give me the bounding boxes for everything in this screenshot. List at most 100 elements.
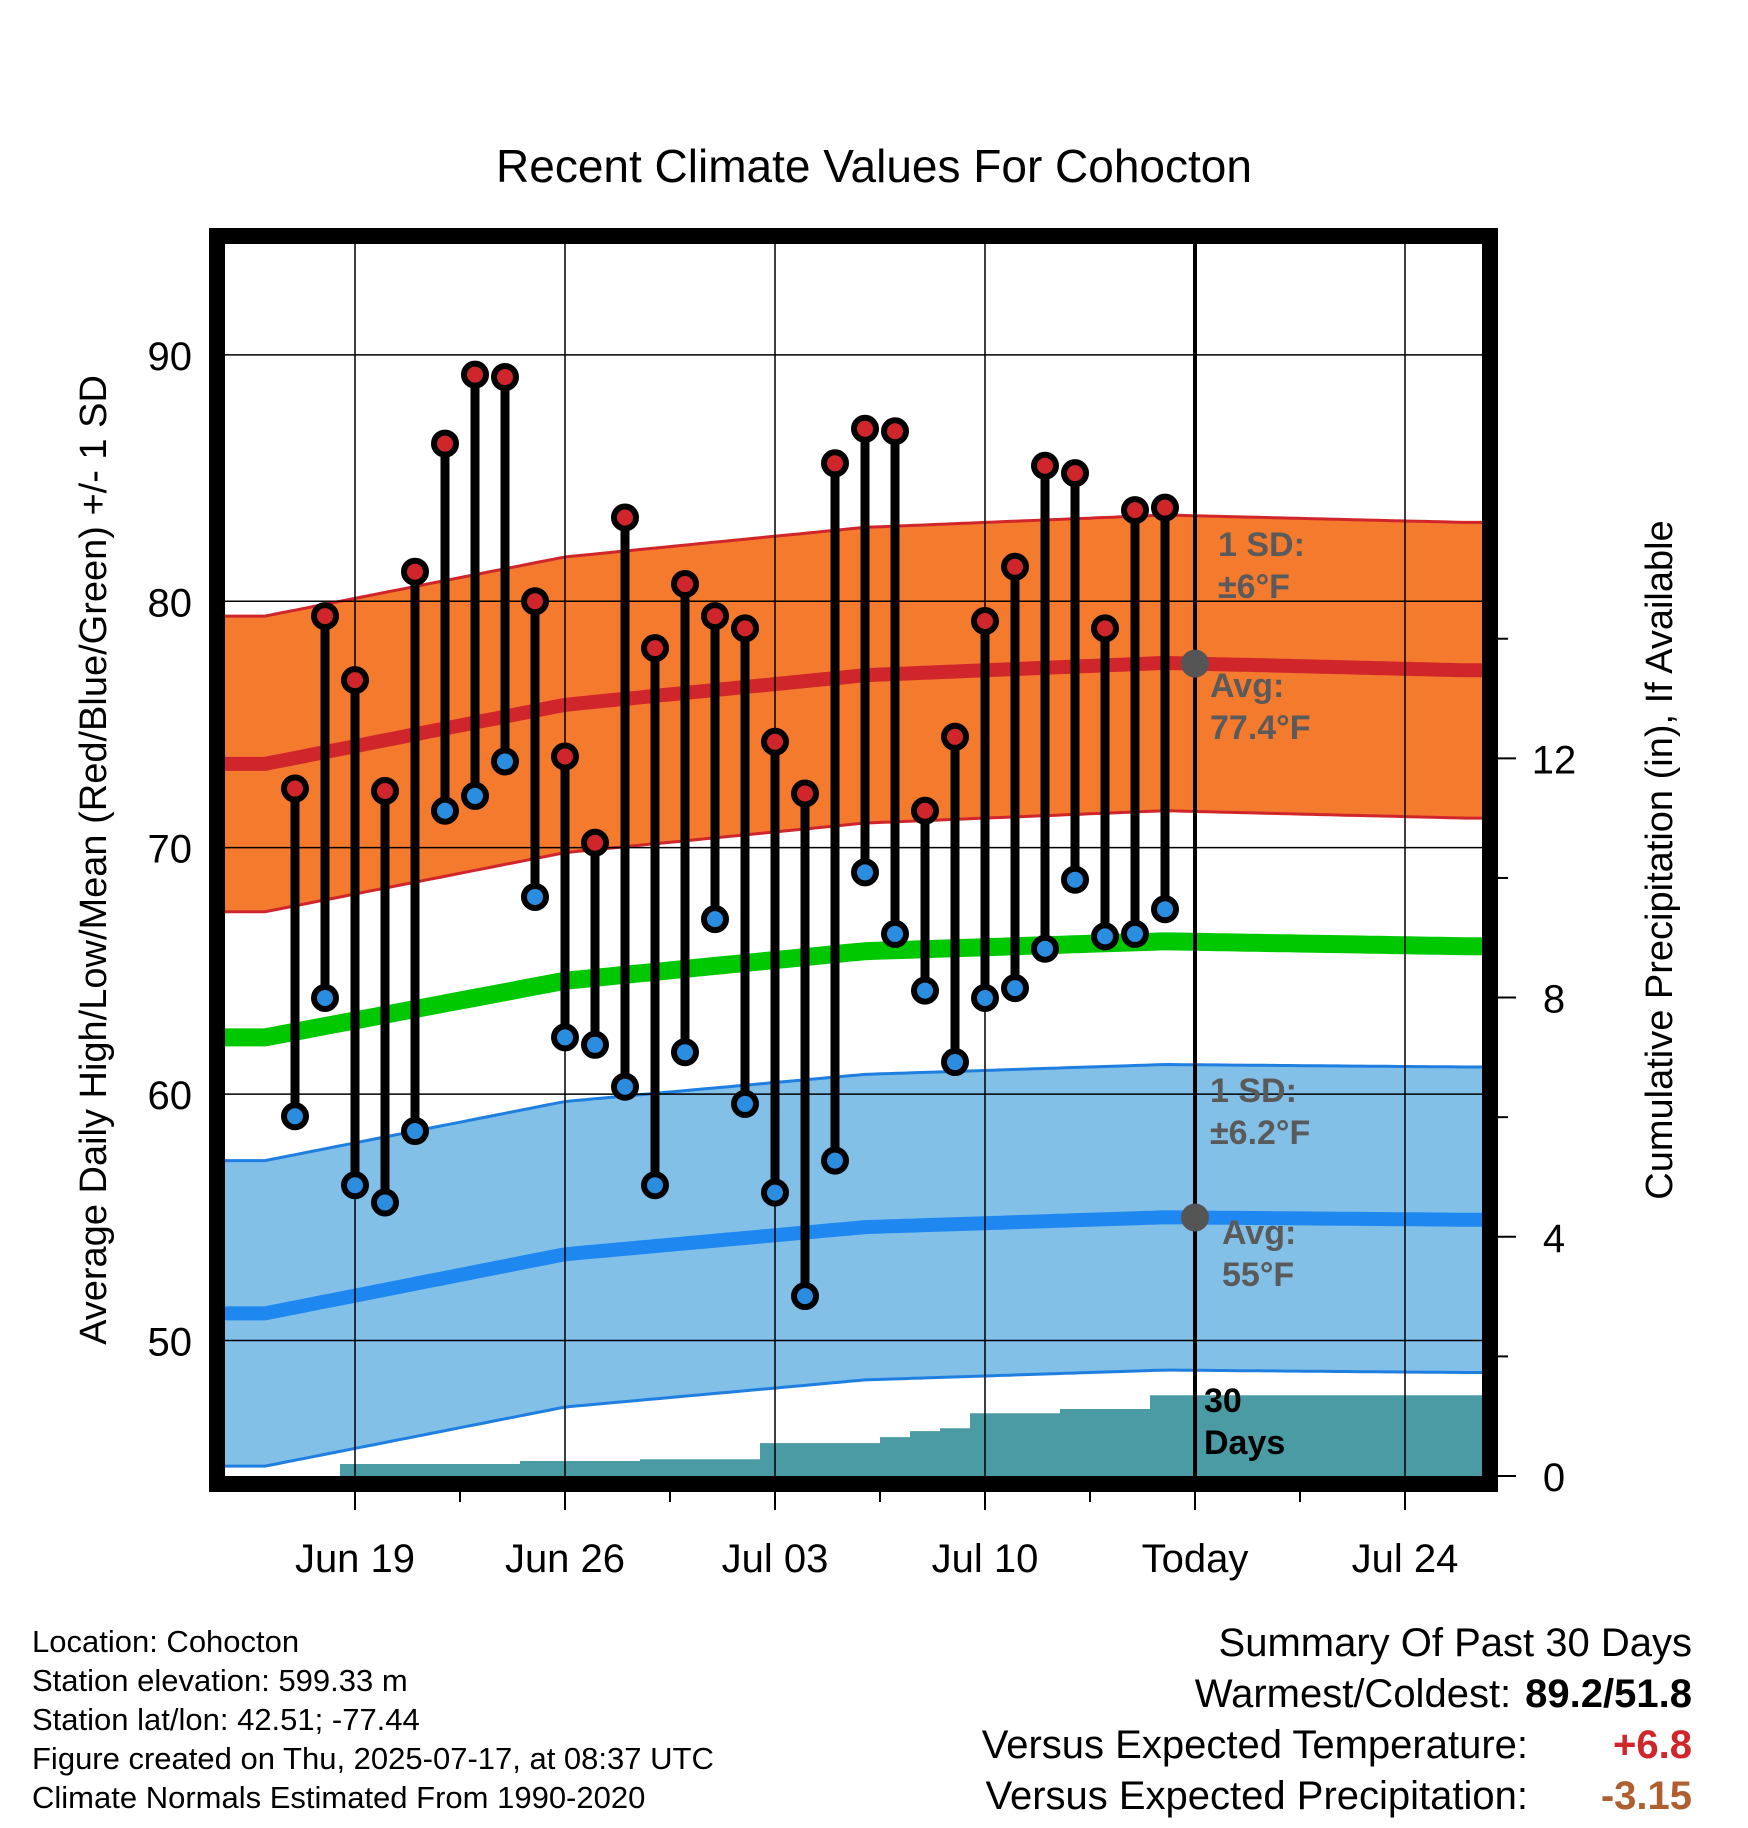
daily-low-point — [941, 1048, 969, 1077]
temp-label: Versus Expected Temperature: — [981, 1723, 1528, 1767]
low-sd-label: ±6.2°F — [1210, 1114, 1310, 1152]
daily-high-point — [761, 727, 789, 756]
daily-low-point — [851, 858, 879, 887]
daily-low-point — [1061, 865, 1089, 894]
x-tick-label: Jun 19 — [295, 1537, 415, 1581]
daily-high-point — [641, 634, 669, 663]
daily-low-point — [311, 983, 339, 1012]
y2-tick-label: 8 — [1543, 978, 1565, 1022]
daily-low-point — [1151, 895, 1179, 924]
daily-high-point — [851, 414, 879, 443]
temp-value: +6.8 — [1613, 1723, 1692, 1767]
daily-range-stems — [290, 374, 1170, 1297]
normal-annotations: 1 SD: ±6°F Avg: 77.4°F 1 SD: ±6.2°F Avg: 55°F 30… — [1204, 526, 1311, 1462]
daily-high-point — [491, 363, 519, 392]
y-tick-label: 80 — [148, 581, 193, 625]
high-avg-label: Avg: — [1210, 667, 1284, 705]
x-tick-label: Jul 03 — [722, 1537, 829, 1581]
elevation-text: Station elevation: 599.33 m — [32, 1663, 408, 1698]
daily-high-point — [731, 614, 759, 643]
daily-high-point — [1091, 614, 1119, 643]
chart-title: Recent Climate Values For Cohocton — [496, 140, 1252, 192]
daily-high-point — [671, 570, 699, 599]
today-avg-low-dot — [1181, 1203, 1209, 1232]
avg-low-line — [225, 1210, 1482, 1321]
summary-panel: Summary Of Past 30 Days Warmest/Coldest:… — [982, 1618, 1692, 1822]
y-tick-label: 50 — [148, 1320, 193, 1364]
daily-low-point — [791, 1282, 819, 1311]
location-text: Location: Cohocton — [32, 1624, 300, 1659]
low-avg-label: 55°F — [1222, 1256, 1294, 1294]
y2-tick-label: 4 — [1543, 1217, 1565, 1261]
daily-high-point — [821, 449, 849, 478]
y2-axis-label: Cumulative Precipitation (in), If Availa… — [1639, 520, 1681, 1199]
daily-high-point — [971, 606, 999, 635]
daily-high-point — [401, 557, 429, 586]
today-avg-high-dot — [1181, 649, 1209, 678]
daily-high-point — [281, 774, 309, 803]
daily-high-point — [791, 779, 819, 808]
daily-low-point — [1091, 922, 1119, 951]
created-text: Figure created on Thu, 2025-07-17, at 08… — [32, 1741, 714, 1776]
warm-cold-value: 89.2/51.8 — [1525, 1672, 1692, 1716]
daily-high-point — [611, 503, 639, 532]
avg-mean-line — [225, 932, 1482, 1047]
high-sd-band-lower-edge — [225, 809, 1482, 914]
daily-high-point — [311, 602, 339, 631]
daily-high-point — [1121, 496, 1149, 525]
daily-low-point — [551, 1023, 579, 1052]
x-tick-label: Jul 24 — [1352, 1537, 1459, 1581]
high-sd-band-upper-edge — [225, 513, 1482, 618]
precip-value: -3.15 — [1600, 1774, 1692, 1818]
warm-cold-label: Warmest/Coldest: — [1194, 1672, 1512, 1716]
daily-low-point — [521, 882, 549, 911]
daily-low-point — [971, 983, 999, 1012]
daily-low-point — [371, 1188, 399, 1217]
plot-frame — [209, 228, 1498, 1492]
y2-tick-label: 0 — [1543, 1456, 1565, 1500]
summary-heading: Summary Of Past 30 Days — [1218, 1621, 1692, 1665]
y-tick-label: 60 — [148, 1074, 193, 1118]
avg-high-line — [225, 656, 1482, 771]
daily-low-point — [491, 747, 519, 776]
daily-low-point — [1001, 974, 1029, 1003]
daily-low-point — [911, 976, 939, 1005]
days-label: Days — [1204, 1424, 1285, 1462]
daily-high-point — [461, 360, 489, 389]
daily-low-point — [1121, 919, 1149, 948]
daily-high-point — [581, 828, 609, 857]
daily-low-point — [281, 1102, 309, 1131]
daily-low-point — [701, 905, 729, 934]
daily-low-point — [641, 1171, 669, 1200]
daily-high-point — [1031, 451, 1059, 480]
low-sd-band-upper-edge — [225, 1062, 1482, 1163]
low-avg-label: Avg: — [1222, 1214, 1296, 1252]
daily-low-point — [431, 796, 459, 825]
daily-low-point — [611, 1072, 639, 1101]
daily-low-point — [821, 1146, 849, 1175]
high-sd-label: 1 SD: — [1218, 526, 1305, 564]
cumulative-precip-area — [225, 1395, 1482, 1476]
daily-low-point — [731, 1089, 759, 1118]
high-sd-label: ±6°F — [1218, 568, 1290, 606]
daily-low-point — [1031, 934, 1059, 963]
today-marker — [1181, 244, 1209, 1476]
plot-border — [209, 228, 1498, 1492]
daily-low-point — [401, 1117, 429, 1146]
daily-high-point — [341, 666, 369, 695]
summary-warm-cold: Warmest/Coldest: 89.2/51.8 — [982, 1669, 1692, 1720]
daily-high-point — [1151, 493, 1179, 522]
daily-high-point — [521, 587, 549, 616]
low-sd-band-fill — [225, 1064, 1482, 1467]
days-label: 30 — [1204, 1382, 1242, 1420]
daily-low-point — [881, 919, 909, 948]
daily-low-point — [341, 1171, 369, 1200]
daily-low-point — [581, 1030, 609, 1059]
high-avg-label: 77.4°F — [1210, 709, 1311, 747]
axes: 50 60 70 80 90 0 4 8 12 Jun 19 Jun 26 Jul 03 Jul 10 T… — [73, 335, 1681, 1600]
daily-high-point — [371, 777, 399, 806]
y-tick-label: 70 — [148, 828, 193, 872]
precipitation-area — [225, 1395, 1482, 1476]
x-axis-label: Day — [840, 1597, 908, 1600]
daily-high-point — [1061, 459, 1089, 488]
